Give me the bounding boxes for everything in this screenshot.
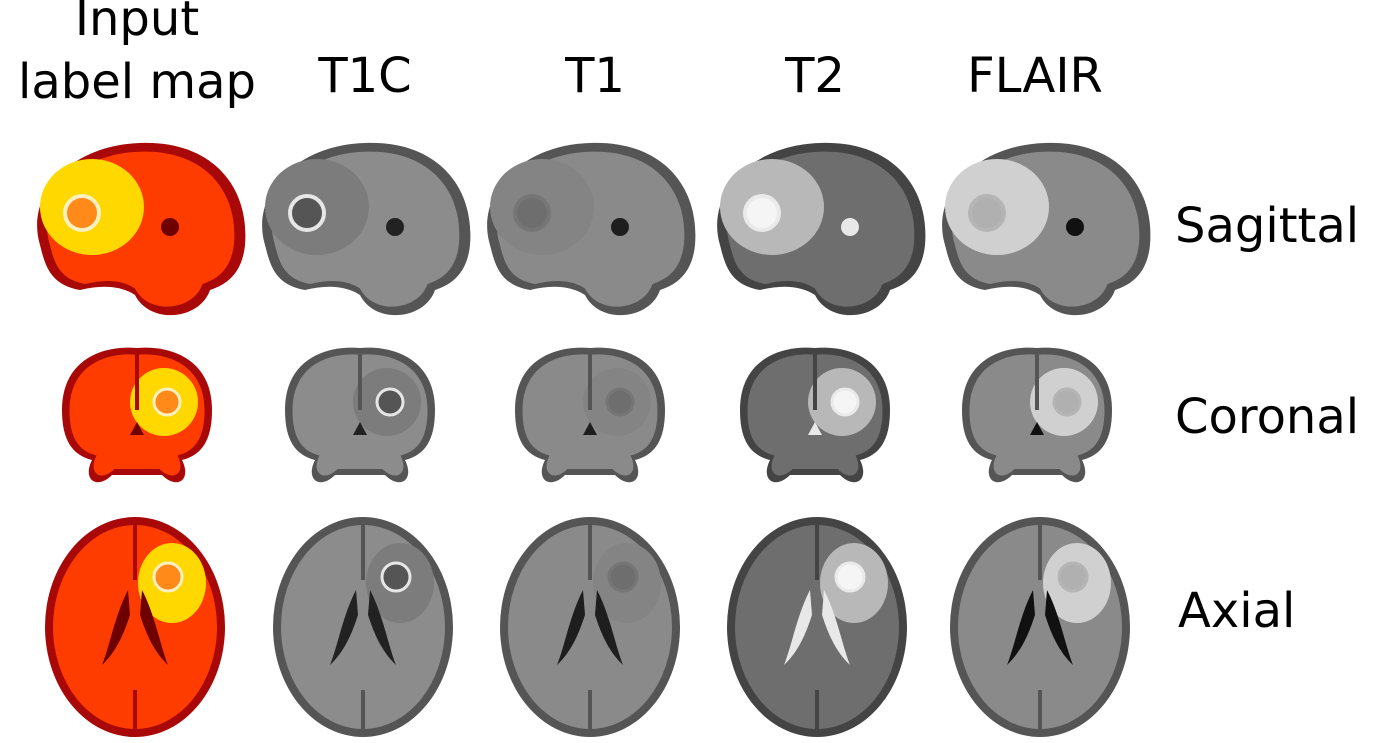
label-map-image — [37, 143, 245, 315]
column-header: label map — [18, 54, 256, 110]
mri-image — [487, 143, 695, 315]
column-header: T1 — [564, 48, 625, 104]
label-map-image — [62, 348, 212, 483]
row-label: Axial — [1178, 583, 1295, 639]
row-label: Sagittal — [1175, 198, 1359, 254]
mri-image — [515, 348, 665, 483]
column-header: T1C — [317, 48, 411, 104]
mri-image — [942, 143, 1150, 315]
coronal-row — [62, 348, 1112, 483]
mri-image — [262, 143, 470, 315]
axial-row — [45, 517, 1130, 737]
mri-image — [717, 143, 925, 315]
mri-image — [962, 348, 1112, 483]
row-label: Coronal — [1175, 389, 1359, 445]
mri-image — [500, 517, 680, 737]
label-map-image — [45, 517, 225, 737]
mri-image — [273, 517, 453, 737]
column-header: FLAIR — [967, 48, 1103, 104]
mri-image — [285, 348, 435, 483]
mri-image — [740, 348, 890, 483]
mri-image — [727, 517, 907, 737]
mri-image — [950, 517, 1130, 737]
column-header: T2 — [784, 48, 845, 104]
sagittal-row — [37, 143, 1150, 315]
column-header: Input — [75, 0, 199, 47]
